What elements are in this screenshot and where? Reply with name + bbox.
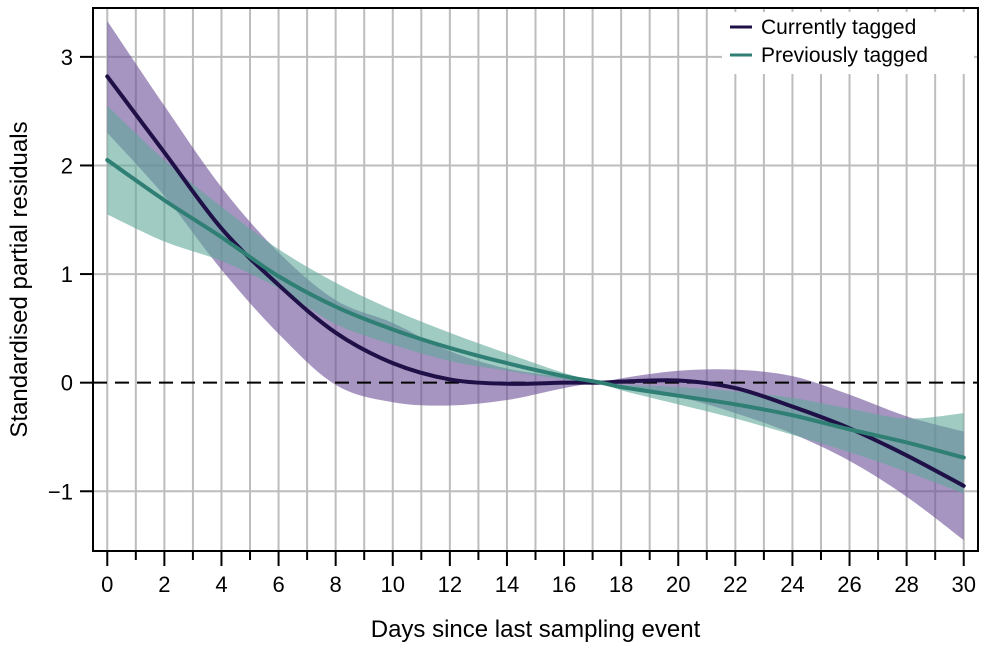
x-tick-label: 28	[894, 572, 918, 597]
confidence-bands	[107, 21, 964, 541]
x-tick-label: 24	[780, 572, 804, 597]
x-tick-label: 20	[666, 572, 690, 597]
x-tick-label: 14	[495, 572, 519, 597]
x-tick-label: 2	[158, 572, 170, 597]
x-tick-label: 6	[272, 572, 284, 597]
y-tick-label: −1	[48, 479, 73, 504]
x-tick-label: 30	[951, 572, 975, 597]
y-tick-label: 0	[61, 371, 73, 396]
x-tick-label: 8	[330, 572, 342, 597]
legend-label-currently-tagged: Currently tagged	[761, 16, 916, 39]
series-lines	[105, 74, 966, 488]
series-line-previously-tagged	[105, 158, 966, 460]
x-tick-label: 18	[609, 572, 633, 597]
x-tick-label: 0	[101, 572, 113, 597]
x-tick-label: 26	[837, 572, 861, 597]
confidence-band-previously-tagged	[107, 105, 964, 494]
x-tick-label: 4	[215, 572, 227, 597]
y-tick-label: 2	[61, 153, 73, 178]
x-tick-label: 16	[552, 572, 576, 597]
x-axis-title: Days since last sampling event	[371, 616, 701, 643]
x-tick-label: 12	[438, 572, 462, 597]
legend-label-previously-tagged: Previously tagged	[761, 44, 928, 67]
x-tick-label: 10	[381, 572, 405, 597]
legend-background	[722, 12, 974, 74]
x-tick-label: 22	[723, 572, 747, 597]
y-axis-title: Standardised partial residuals	[6, 121, 33, 437]
legend: Currently tagged Previously tagged	[722, 12, 974, 74]
y-tick-label: 3	[61, 45, 73, 70]
y-tick-label: 1	[61, 262, 73, 287]
